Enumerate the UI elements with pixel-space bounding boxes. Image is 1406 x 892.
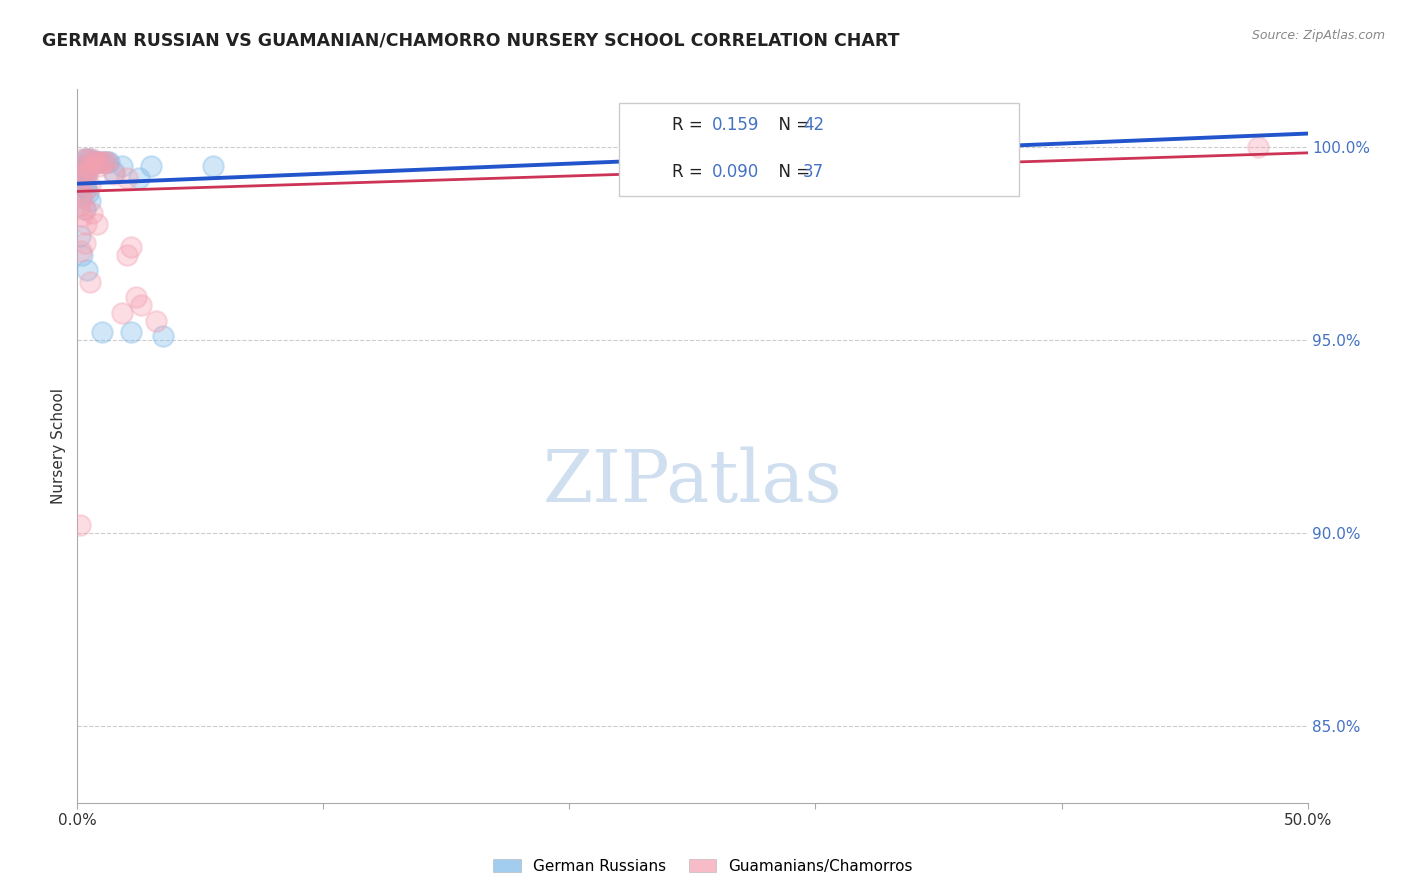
Point bbox=[77, 186, 100, 201]
Point bbox=[69, 167, 91, 181]
Point bbox=[70, 186, 93, 201]
Point bbox=[69, 167, 91, 181]
Point bbox=[75, 182, 97, 196]
Point bbox=[70, 167, 93, 181]
Point bbox=[76, 167, 98, 181]
Text: R =: R = bbox=[672, 116, 709, 134]
Point bbox=[86, 155, 108, 169]
Point bbox=[79, 159, 101, 173]
Point bbox=[111, 306, 134, 320]
Text: Source: ZipAtlas.com: Source: ZipAtlas.com bbox=[1251, 29, 1385, 42]
Point bbox=[70, 178, 93, 193]
Point bbox=[70, 159, 93, 173]
Text: 37: 37 bbox=[803, 163, 824, 181]
Point bbox=[82, 152, 104, 166]
Point bbox=[69, 198, 91, 212]
Point bbox=[121, 325, 143, 339]
Point bbox=[79, 152, 101, 166]
Point bbox=[86, 155, 108, 169]
Point bbox=[69, 178, 91, 193]
Point bbox=[128, 170, 150, 185]
Point bbox=[103, 167, 125, 181]
Point bbox=[73, 202, 96, 216]
Y-axis label: Nursery School: Nursery School bbox=[51, 388, 66, 504]
Point bbox=[69, 163, 91, 178]
Point bbox=[111, 159, 134, 173]
Point bbox=[73, 159, 96, 173]
Text: N =: N = bbox=[768, 116, 815, 134]
Point bbox=[98, 155, 121, 169]
Point bbox=[93, 155, 115, 169]
Point bbox=[70, 248, 93, 262]
Point bbox=[90, 155, 114, 169]
Point bbox=[89, 159, 111, 173]
Point bbox=[90, 325, 114, 339]
Point bbox=[69, 518, 91, 533]
Legend: German Russians, Guamanians/Chamorros: German Russians, Guamanians/Chamorros bbox=[486, 853, 920, 880]
Point bbox=[103, 165, 125, 179]
Point bbox=[115, 170, 138, 185]
Point bbox=[145, 313, 167, 327]
Text: ZIPatlas: ZIPatlas bbox=[543, 446, 842, 517]
Point bbox=[86, 217, 108, 231]
Point bbox=[115, 248, 138, 262]
Point bbox=[73, 167, 96, 181]
Point bbox=[70, 210, 93, 224]
Point bbox=[72, 170, 94, 185]
Point bbox=[73, 163, 96, 178]
Point bbox=[76, 167, 98, 181]
Point bbox=[69, 228, 91, 243]
Text: GERMAN RUSSIAN VS GUAMANIAN/CHAMORRO NURSERY SCHOOL CORRELATION CHART: GERMAN RUSSIAN VS GUAMANIAN/CHAMORRO NUR… bbox=[42, 31, 900, 49]
Point bbox=[73, 167, 96, 181]
Point bbox=[70, 244, 93, 259]
Point bbox=[121, 240, 143, 254]
Point bbox=[82, 205, 104, 219]
Point bbox=[201, 159, 224, 173]
Point bbox=[79, 275, 101, 289]
Point bbox=[96, 155, 118, 169]
Point bbox=[152, 329, 174, 343]
Point bbox=[73, 236, 96, 251]
Point bbox=[79, 194, 101, 208]
Point bbox=[1247, 140, 1270, 154]
Point bbox=[79, 178, 101, 193]
Point bbox=[70, 152, 93, 166]
Point bbox=[125, 291, 148, 305]
Point bbox=[70, 190, 93, 204]
Point bbox=[75, 217, 97, 231]
Point bbox=[76, 159, 98, 173]
Point bbox=[76, 263, 98, 277]
Point bbox=[96, 155, 118, 169]
Point bbox=[72, 190, 94, 204]
Point bbox=[82, 155, 104, 169]
Point bbox=[89, 155, 111, 169]
Text: R =: R = bbox=[672, 163, 709, 181]
Text: 0.159: 0.159 bbox=[711, 116, 759, 134]
Point bbox=[83, 155, 105, 169]
Point bbox=[90, 155, 114, 169]
Point bbox=[93, 155, 115, 169]
Point bbox=[70, 175, 93, 189]
Point bbox=[70, 163, 93, 178]
Point bbox=[76, 152, 98, 166]
Point bbox=[73, 202, 96, 216]
Point bbox=[131, 298, 153, 312]
Point bbox=[73, 178, 96, 193]
Point bbox=[73, 152, 96, 166]
Text: 0.090: 0.090 bbox=[711, 163, 759, 181]
Point bbox=[141, 159, 163, 173]
Point bbox=[73, 159, 96, 173]
Point bbox=[83, 155, 105, 169]
Text: N =: N = bbox=[768, 163, 815, 181]
Point bbox=[76, 152, 98, 166]
Point bbox=[70, 170, 93, 185]
Text: 42: 42 bbox=[803, 116, 824, 134]
